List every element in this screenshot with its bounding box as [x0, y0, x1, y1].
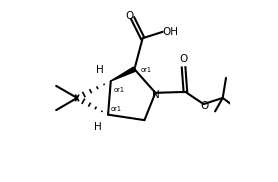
Text: H: H — [94, 122, 101, 132]
Text: O: O — [125, 11, 133, 21]
Text: or1: or1 — [114, 87, 125, 93]
Text: or1: or1 — [140, 67, 151, 73]
Text: OH: OH — [162, 27, 178, 37]
Polygon shape — [111, 67, 135, 81]
Text: N: N — [152, 90, 160, 100]
Text: or1: or1 — [111, 106, 121, 112]
Text: O: O — [200, 101, 208, 111]
Text: H: H — [96, 66, 104, 75]
Text: O: O — [180, 54, 188, 64]
